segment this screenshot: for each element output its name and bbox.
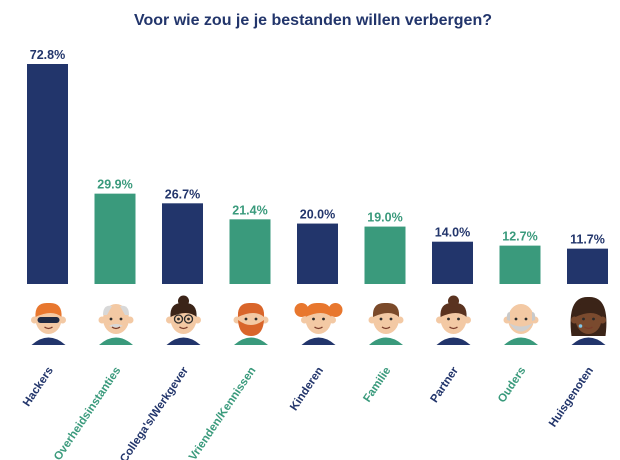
value-label-collega-s-werkgever: 26.7% xyxy=(165,187,200,201)
category-label-vrienden-kennissen: Vrienden/Kennissen xyxy=(187,365,258,460)
young-man-avatar-icon xyxy=(368,302,404,345)
bar-partner xyxy=(432,241,473,284)
category-label-overheidsinstanties: Overheidsinstanties xyxy=(52,365,123,460)
older-man-mustache-avatar-icon xyxy=(98,304,134,345)
hacker-sunglasses-avatar-icon xyxy=(31,302,66,345)
value-label-partner: 14.0% xyxy=(435,226,470,240)
bar-collega-s-werkgever xyxy=(162,203,203,284)
bar-ouders xyxy=(499,245,541,284)
value-label-overheidsinstanties: 29.9% xyxy=(97,178,132,192)
bar-hackers xyxy=(27,64,68,284)
value-label-hackers: 72.8% xyxy=(30,48,65,62)
bar-kinderen xyxy=(297,223,338,284)
value-labels-group: 72.8% 29.9% 26.7% 21.4% 20.0% 19.0% 14.0% 12.7%… xyxy=(30,48,605,247)
category-label-partner: Partner xyxy=(429,365,462,406)
bar-vrienden-kennissen xyxy=(229,219,271,284)
category-label-huisgenoten: Huisgenoten xyxy=(547,365,596,429)
man-red-beard-avatar-icon xyxy=(233,302,269,345)
value-label-huisgenoten: 11.7% xyxy=(570,233,605,247)
value-label-ouders: 12.7% xyxy=(502,230,537,244)
avatars-group xyxy=(31,295,607,345)
bar-familie xyxy=(364,226,406,284)
category-label-hackers: Hackers xyxy=(21,365,56,409)
woman-glasses-bun-avatar-icon xyxy=(166,295,201,345)
category-label-kinderen: Kinderen xyxy=(288,365,326,413)
category-label-collega-s-werkgever: Collega's/Werkgever xyxy=(118,365,191,460)
girl-pigtails-avatar-icon xyxy=(294,302,343,345)
value-label-familie: 19.0% xyxy=(367,211,402,225)
category-label-familie: Familie xyxy=(361,365,393,405)
bald-man-beard-avatar-icon xyxy=(503,304,539,345)
value-label-kinderen: 20.0% xyxy=(300,208,335,222)
category-label-ouders: Ouders xyxy=(496,365,528,405)
bars-group xyxy=(27,64,608,284)
woman-bun-avatar-icon xyxy=(436,295,471,345)
bar-overheidsinstanties xyxy=(94,193,136,284)
woman-dark-hair-crying-avatar-icon xyxy=(570,296,607,345)
category-labels-group: HackersOverheidsinstantiesCollega's/Werk… xyxy=(21,365,596,460)
chart-title: Voor wie zou je je bestanden willen verb… xyxy=(134,12,492,29)
value-label-vrienden-kennissen: 21.4% xyxy=(232,203,267,217)
bar-huisgenoten xyxy=(567,248,608,284)
